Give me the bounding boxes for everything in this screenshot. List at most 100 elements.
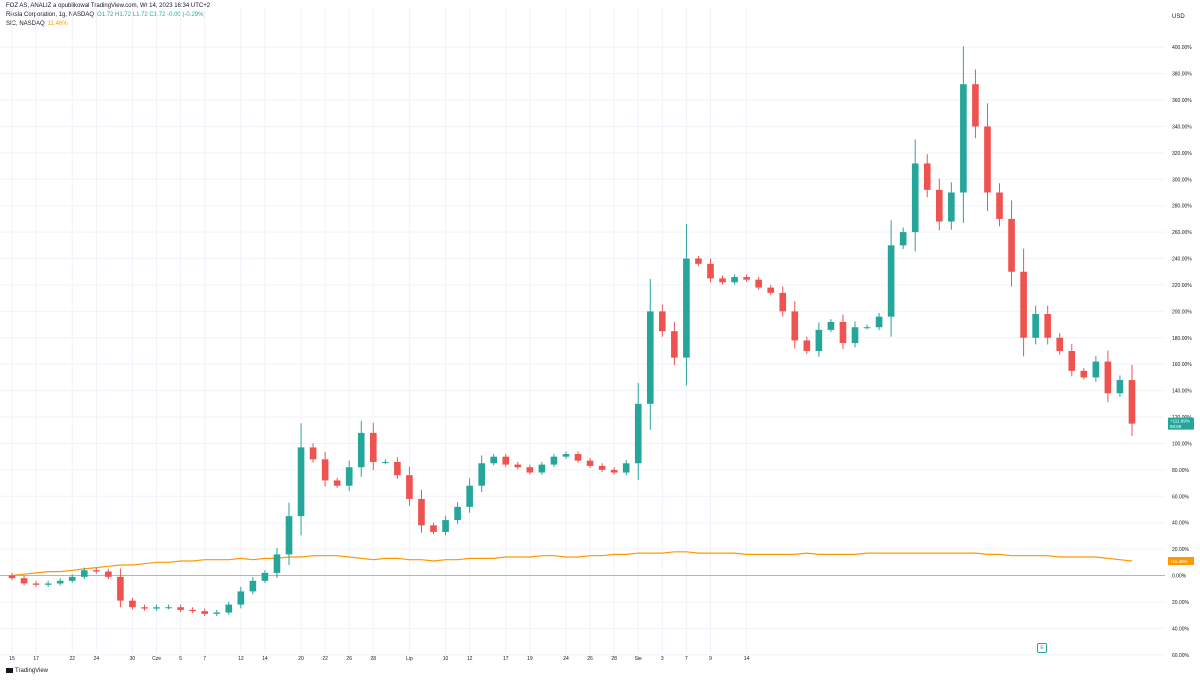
candle-body (105, 571, 112, 577)
candle-body (8, 575, 16, 579)
y-tick-label: 240.00% (1172, 257, 1192, 263)
candle (659, 304, 666, 337)
tradingview-logo[interactable]: TradingView (6, 668, 48, 674)
y-tick-label: 40.00% (1172, 521, 1190, 527)
candle-body (129, 600, 136, 608)
candle (442, 515, 449, 536)
candle (129, 597, 136, 610)
candle-body (249, 580, 257, 592)
candle-body (333, 480, 341, 486)
candle-body (586, 460, 594, 466)
x-tick-label: 7 (685, 656, 688, 662)
y-tick-label: 200.00% (1172, 309, 1192, 315)
y-tick-label: 380.00% (1172, 72, 1192, 78)
candle-body (490, 456, 498, 464)
candle-body (56, 580, 64, 584)
candle (887, 220, 895, 337)
y-tick-label: 20.00% (1172, 600, 1190, 606)
compare-name: SIC, NASDAQ (6, 21, 45, 27)
x-tick-label: 19 (527, 656, 533, 662)
earnings-event-icon[interactable]: E (1037, 643, 1047, 653)
candle-body (430, 525, 437, 532)
x-tick-label: 5 (179, 656, 182, 662)
candle-body (731, 277, 738, 283)
candle-body (562, 454, 570, 457)
candle-body (1032, 314, 1039, 338)
x-tick-label: 7 (203, 656, 206, 662)
candle-body (80, 570, 88, 577)
candle (56, 578, 64, 586)
y-tick-label: 100.00% (1172, 441, 1192, 447)
candle-body (382, 461, 389, 463)
candle-body (189, 609, 196, 612)
candle (1020, 248, 1027, 357)
candle (586, 457, 594, 469)
candle (153, 604, 160, 611)
y-tick-label: 340.00% (1172, 124, 1192, 130)
main-last-value: +111.99% (1170, 419, 1190, 424)
candle-body (767, 287, 775, 293)
y-tick-label: 80.00% (1172, 468, 1190, 474)
candle (502, 453, 510, 467)
candle (719, 275, 726, 285)
candle-body (538, 464, 546, 473)
y-tick-label: 140.00% (1172, 389, 1192, 395)
candle-body (779, 292, 787, 312)
candle (1056, 333, 1064, 355)
candle (1044, 305, 1051, 345)
candle (1068, 344, 1076, 377)
x-tick-label: 22 (322, 656, 328, 662)
axis-currency[interactable]: USD (1172, 14, 1185, 20)
candle (731, 274, 738, 285)
candle-body (1056, 337, 1064, 351)
candle-body (369, 432, 377, 462)
candle (911, 139, 919, 252)
candle-body (1104, 361, 1112, 394)
candle (707, 258, 714, 283)
candle-body (1128, 380, 1136, 424)
candle (357, 420, 365, 477)
candle-body (743, 277, 750, 280)
x-tick-label: 30 (130, 656, 136, 662)
symbol-legend[interactable]: Riksla Corporation, 1g, NASDAQ O1.72 H1.7… (6, 11, 205, 19)
candle (1032, 305, 1039, 345)
candle (803, 336, 811, 354)
compare-legend[interactable]: SIC, NASDAQ 11.46% (6, 20, 68, 28)
y-tick-label: 300.00% (1172, 177, 1192, 183)
candle-body (418, 498, 425, 526)
y-tick-label: 360.00% (1172, 98, 1192, 104)
candle-body (899, 232, 907, 246)
x-tick-label: 28 (611, 656, 617, 662)
candle-body (1068, 351, 1076, 371)
candle-body (610, 469, 618, 473)
candle-body (598, 465, 606, 470)
candle-body (1092, 361, 1100, 378)
candle-body (273, 554, 281, 573)
candle (767, 284, 775, 295)
candle (309, 443, 317, 463)
candle-body (406, 475, 413, 499)
candle (105, 568, 112, 579)
compare-last-label-bg (1168, 557, 1194, 566)
candle (634, 383, 642, 480)
x-tick-label: 28 (371, 656, 377, 662)
candle (177, 604, 184, 612)
x-tick-label: 26 (346, 656, 352, 662)
y-tick-label: 220.00% (1172, 283, 1192, 289)
candle (44, 580, 52, 587)
candle (297, 423, 305, 536)
main-last-countdown: 58:59 (1170, 424, 1182, 429)
compare-value: 11.46% (47, 21, 68, 27)
candle (791, 301, 799, 349)
x-tick-label: 24 (563, 656, 569, 662)
candle (550, 453, 558, 467)
candle-body (1080, 370, 1088, 378)
x-tick-label: Lip (406, 656, 413, 662)
candle (369, 422, 377, 471)
candle-body (827, 321, 835, 330)
x-tick-label: 9 (709, 656, 712, 662)
symbol-name: Riksla Corporation, 1g, NASDAQ (6, 12, 95, 18)
candle (333, 477, 341, 488)
